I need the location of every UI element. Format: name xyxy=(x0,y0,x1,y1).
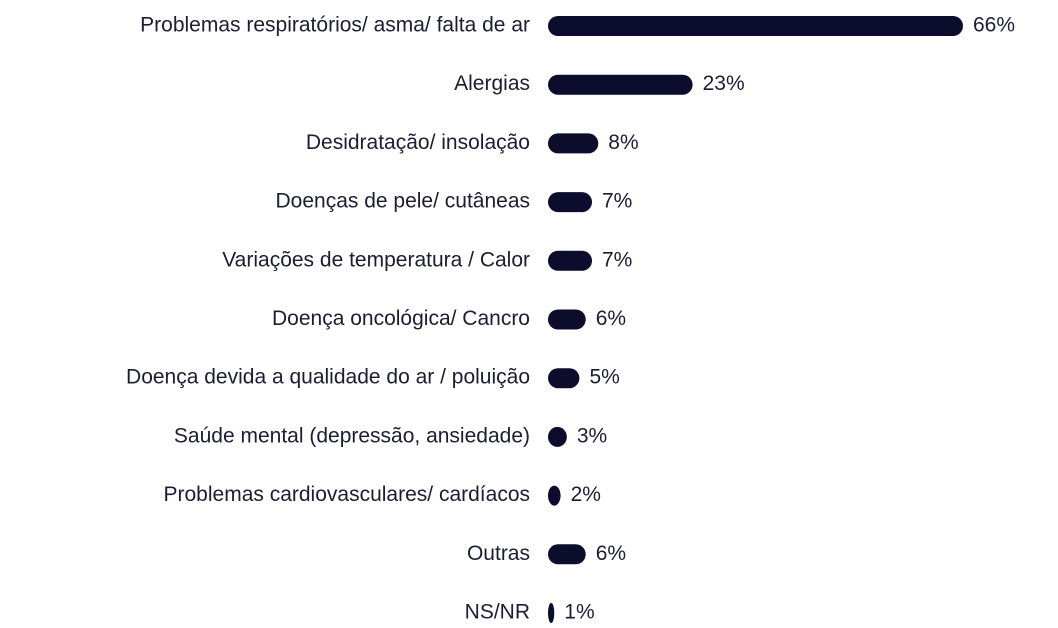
category-label: Saúde mental (depressão, ansiedade) xyxy=(174,424,530,447)
value-label: 6% xyxy=(596,307,626,330)
bar xyxy=(548,368,580,389)
bar xyxy=(548,192,593,213)
category-label: Problemas respiratórios/ asma/ falta de … xyxy=(140,14,530,37)
bar xyxy=(548,485,561,506)
value-label: 2% xyxy=(571,483,601,506)
bar xyxy=(548,603,555,623)
bar xyxy=(548,16,963,36)
bar xyxy=(548,74,693,95)
value-label: 6% xyxy=(596,542,626,565)
bar xyxy=(548,544,586,565)
value-label: 1% xyxy=(564,601,594,624)
bar xyxy=(548,250,593,271)
category-label: Alergias xyxy=(454,72,530,95)
value-label: 66% xyxy=(973,14,1015,37)
category-label: Outras xyxy=(467,542,530,565)
category-label: NS/NR xyxy=(465,601,530,624)
category-label: Doença oncológica/ Cancro xyxy=(272,307,530,330)
category-label: Doenças de pele/ cutâneas xyxy=(275,190,530,213)
bar xyxy=(548,309,586,330)
value-label: 8% xyxy=(608,131,638,154)
value-label: 23% xyxy=(703,72,745,95)
value-label: 7% xyxy=(602,248,632,271)
category-label: Problemas cardiovasculares/ cardíacos xyxy=(164,483,531,506)
category-label: Variações de temperatura / Calor xyxy=(222,248,530,271)
bar xyxy=(548,426,567,447)
value-label: 3% xyxy=(577,424,607,447)
category-label: Desidratação/ insolação xyxy=(306,131,530,154)
value-label: 7% xyxy=(602,190,632,213)
value-label: 5% xyxy=(589,366,619,389)
category-label: Doença devida a qualidade do ar / poluiç… xyxy=(126,366,530,389)
bar xyxy=(548,133,599,154)
